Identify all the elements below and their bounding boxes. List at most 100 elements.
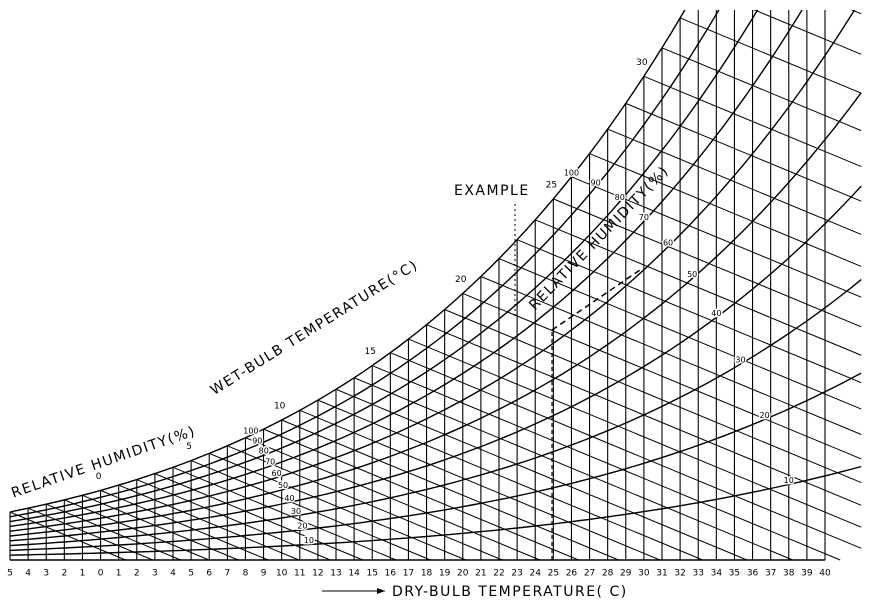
x-tick-label: 3 xyxy=(43,569,49,579)
x-tick-label: 22 xyxy=(493,569,504,579)
rh-label: 50 xyxy=(278,481,288,490)
rh-label: 50 xyxy=(687,270,697,279)
wet-bulb-line xyxy=(154,473,364,561)
x-tick-label: 23 xyxy=(511,569,522,579)
x-tick-label: 5 xyxy=(188,569,194,579)
rh-label: 40 xyxy=(711,309,721,318)
x-tick-label: 32 xyxy=(674,569,685,579)
rh-label: 30 xyxy=(291,507,301,516)
wet-bulb-tick-label: 5 xyxy=(186,442,192,452)
wet-bulb-line xyxy=(299,409,661,561)
wet-bulb-line xyxy=(27,507,153,561)
x-tick-label: 26 xyxy=(566,569,578,579)
wet-bulb-line xyxy=(408,338,862,528)
wet-bulb-line xyxy=(209,452,467,561)
wet-bulb-tick-label: 25 xyxy=(546,180,557,190)
wet-bulb-label: WET-BULB TEMPERATURE(°C) xyxy=(208,257,421,399)
x-tick-label: 2 xyxy=(61,569,67,579)
rh-curve xyxy=(9,279,862,547)
x-tick-label: 39 xyxy=(801,569,813,579)
rh-curve xyxy=(9,10,856,532)
x-tick-label: 19 xyxy=(439,569,451,579)
rh-label: 80 xyxy=(615,193,625,202)
wet-bulb-line xyxy=(444,309,862,484)
rh-curve xyxy=(9,10,759,523)
x-tick-label: 17 xyxy=(403,569,414,579)
x-tick-label: 36 xyxy=(747,569,759,579)
x-tick-label: 13 xyxy=(330,569,341,579)
x-tick-label: 14 xyxy=(348,569,360,579)
x-tick-label: 29 xyxy=(620,569,632,579)
x-tick-label: 33 xyxy=(692,569,703,579)
x-tick-label: 24 xyxy=(529,569,541,579)
wet-bulb-line xyxy=(263,428,579,561)
x-tick-label: 1 xyxy=(80,569,86,579)
rh-label: 70 xyxy=(265,458,275,467)
x-tick-label: 28 xyxy=(602,569,614,579)
wet-bulb-line xyxy=(353,377,793,561)
x-tick-label: 4 xyxy=(25,569,31,579)
rh-curve xyxy=(9,185,862,542)
x-tick-label: 8 xyxy=(243,569,249,579)
wet-bulb-line xyxy=(553,198,862,328)
x-tick-label: 6 xyxy=(206,569,212,579)
x-tick-label: 38 xyxy=(783,569,795,579)
wet-bulb-line xyxy=(335,388,748,561)
x-tick-label: 30 xyxy=(638,569,650,579)
rh-label: 10 xyxy=(304,536,314,545)
x-tick-label: 10 xyxy=(276,569,288,579)
x-tick-label: 37 xyxy=(765,569,776,579)
wet-bulb-line xyxy=(516,239,862,384)
wet-bulb-line xyxy=(172,466,397,561)
wet-bulb-line xyxy=(281,419,619,561)
x-tick-label: 3 xyxy=(152,569,158,579)
wet-bulb-line xyxy=(661,47,862,132)
wet-bulb-tick-label: 15 xyxy=(364,347,375,357)
rh-label: 100 xyxy=(243,427,258,436)
rh-label: 60 xyxy=(663,238,673,247)
x-tick-label: 11 xyxy=(294,569,305,579)
rh-curve xyxy=(9,465,862,556)
x-tick-label: 20 xyxy=(457,569,469,579)
wet-bulb-line xyxy=(480,276,862,435)
x-tick-label: 16 xyxy=(385,569,397,579)
wet-bulb-line xyxy=(625,102,862,202)
x-tick-label: 27 xyxy=(584,569,595,579)
rh-curve xyxy=(9,372,862,552)
rh-label: 90 xyxy=(252,436,262,445)
x-tick-label: 0 xyxy=(98,569,104,579)
rh-label: 20 xyxy=(760,411,770,420)
x-axis-label: DRY-BULB TEMPERATURE( C) xyxy=(392,584,628,600)
rh-label: 20 xyxy=(297,521,307,530)
example-line xyxy=(551,269,641,331)
rh-label: 10 xyxy=(784,476,794,485)
x-tick-label: 21 xyxy=(475,569,486,579)
x-tick-label: 25 xyxy=(548,569,559,579)
arrow-head xyxy=(377,588,385,594)
x-tick-label: 2 xyxy=(134,569,140,579)
rh-curve xyxy=(9,92,862,537)
rh-curve xyxy=(9,10,803,528)
wet-bulb-line xyxy=(317,399,703,561)
wet-bulb-line xyxy=(372,365,841,561)
rh-curve xyxy=(9,10,686,513)
rh-label: 90 xyxy=(590,178,600,187)
x-tick-label: 7 xyxy=(224,569,230,579)
wet-bulb-line xyxy=(136,479,331,561)
wet-bulb-tick-label: 10 xyxy=(274,402,286,412)
wet-bulb-tick-label: 30 xyxy=(636,58,648,68)
x-tick-label: 1 xyxy=(116,569,122,579)
x-tick-label: 9 xyxy=(261,569,267,579)
x-tick-label: 15 xyxy=(366,569,377,579)
x-tick-label: 40 xyxy=(819,569,831,579)
x-tick-label: 35 xyxy=(729,569,740,579)
rh-curve xyxy=(9,10,720,518)
chart-area xyxy=(9,10,862,561)
rh-label: 70 xyxy=(639,213,649,222)
rh-label: 80 xyxy=(259,447,269,456)
x-tick-label: 4 xyxy=(170,569,176,579)
x-tick-label: 12 xyxy=(312,569,323,579)
wet-bulb-line xyxy=(245,437,541,561)
x-tick-label: 31 xyxy=(656,569,667,579)
x-tick-label: 5 xyxy=(7,569,13,579)
